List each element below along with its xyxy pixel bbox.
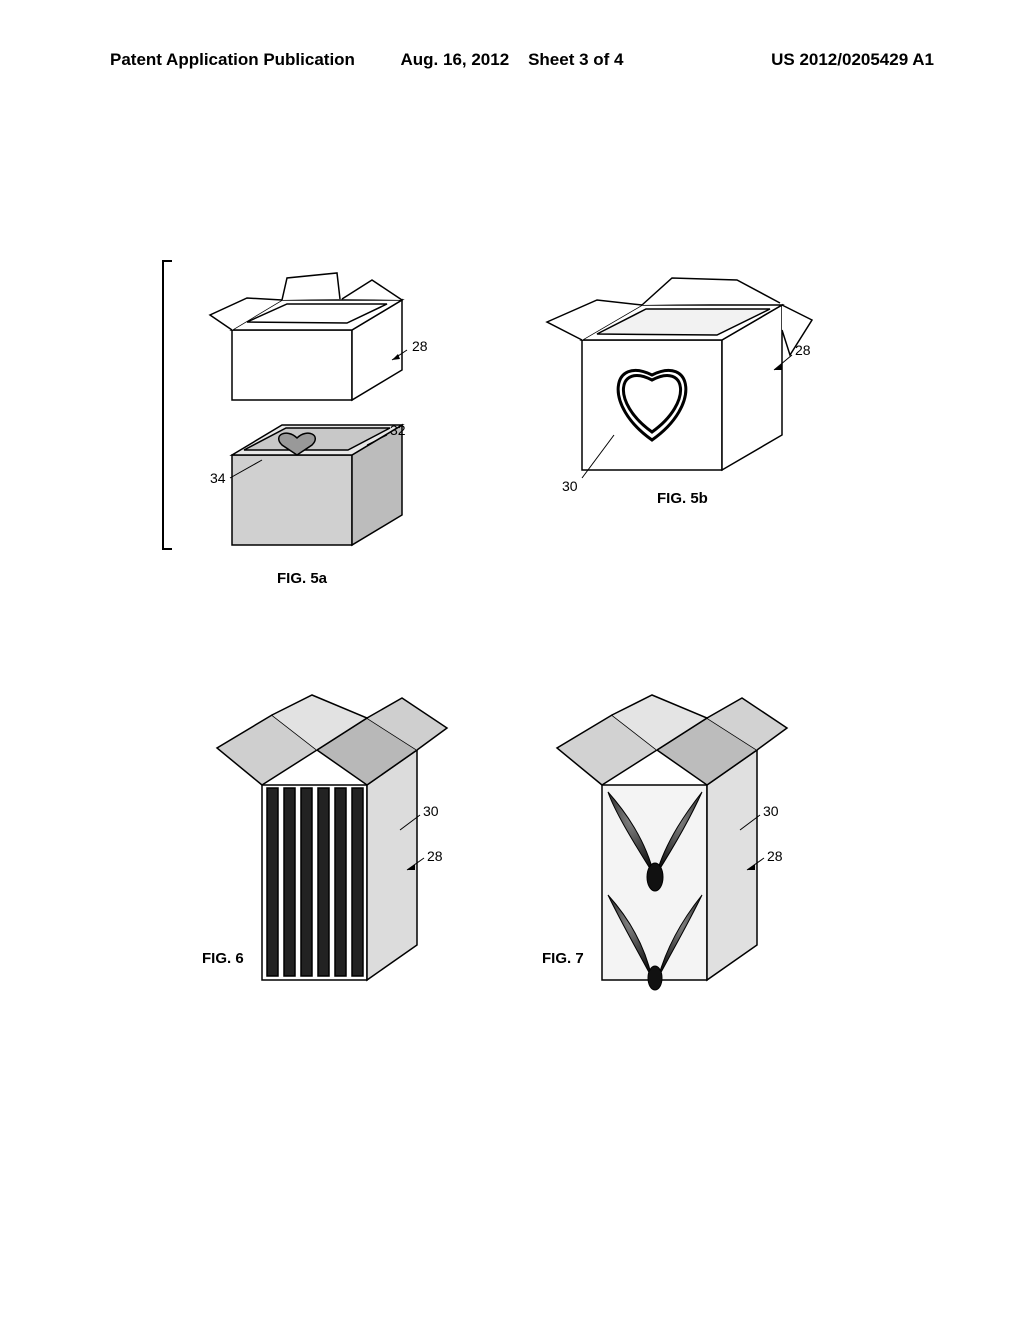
ref-30: 30 (423, 803, 439, 819)
publication-date: Aug. 16, 2012 (401, 50, 510, 69)
publication-number: US 2012/0205429 A1 (771, 50, 934, 70)
bracket-icon (162, 260, 172, 550)
page-header: Patent Application Publication Aug. 16, … (0, 50, 1024, 70)
figure-label: FIG. 6 (202, 950, 244, 967)
ref-30: 30 (562, 478, 578, 494)
figure-5b: 28 30 FIG. 5b (532, 260, 832, 580)
figure-7: 30 28 FIG. 7 (542, 680, 822, 1020)
sheet-number: Sheet 3 of 4 (528, 50, 623, 69)
ref-30: 30 (763, 803, 779, 819)
figure-label: FIG. 7 (542, 950, 584, 967)
ref-28: 28 (767, 848, 783, 864)
figure-6: 30 28 FIG. 6 (202, 680, 482, 1020)
ref-28: 28 (795, 342, 811, 358)
ref-28: 28 (427, 848, 443, 864)
ref-28: 28 (412, 338, 428, 354)
ref-34: 34 (210, 470, 226, 486)
figure-label: FIG. 5b (657, 490, 708, 507)
figure-5a: 28 32 34 FIG. 5a (192, 260, 472, 580)
figure-label: FIG. 5a (277, 570, 327, 587)
figures-area: 28 32 34 FIG. 5a (0, 200, 1024, 1020)
publication-type: Patent Application Publication (110, 50, 355, 70)
ref-32: 32 (390, 422, 406, 438)
